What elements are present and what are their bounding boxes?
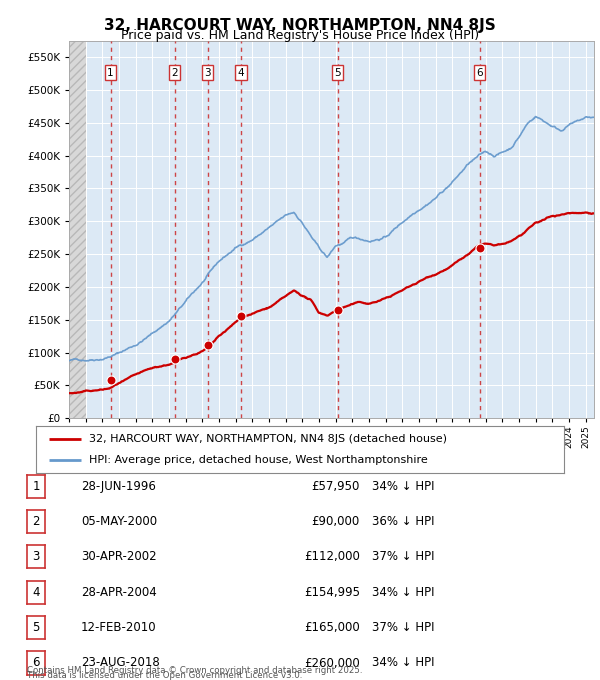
Text: 28-APR-2004: 28-APR-2004: [81, 585, 157, 599]
Text: 5: 5: [334, 67, 341, 78]
Text: 37% ↓ HPI: 37% ↓ HPI: [372, 621, 434, 634]
Text: 5: 5: [32, 621, 40, 634]
Text: £260,000: £260,000: [304, 656, 360, 670]
Text: 34% ↓ HPI: 34% ↓ HPI: [372, 479, 434, 493]
Text: 4: 4: [32, 585, 40, 599]
Text: £165,000: £165,000: [304, 621, 360, 634]
Text: This data is licensed under the Open Government Licence v3.0.: This data is licensed under the Open Gov…: [27, 671, 302, 680]
Text: 05-MAY-2000: 05-MAY-2000: [81, 515, 157, 528]
Text: £154,995: £154,995: [304, 585, 360, 599]
Text: 30-APR-2002: 30-APR-2002: [81, 550, 157, 564]
Text: 28-JUN-1996: 28-JUN-1996: [81, 479, 156, 493]
Text: 3: 3: [32, 550, 40, 564]
Text: 37% ↓ HPI: 37% ↓ HPI: [372, 550, 434, 564]
Bar: [69, 41, 86, 418]
Text: HPI: Average price, detached house, West Northamptonshire: HPI: Average price, detached house, West…: [89, 455, 428, 465]
Text: £57,950: £57,950: [311, 479, 360, 493]
Text: 12-FEB-2010: 12-FEB-2010: [81, 621, 157, 634]
Text: Contains HM Land Registry data © Crown copyright and database right 2025.: Contains HM Land Registry data © Crown c…: [27, 666, 362, 675]
Text: 1: 1: [107, 67, 114, 78]
Text: 34% ↓ HPI: 34% ↓ HPI: [372, 585, 434, 599]
Text: 4: 4: [238, 67, 244, 78]
Text: 2: 2: [172, 67, 178, 78]
Text: £90,000: £90,000: [312, 515, 360, 528]
Text: 32, HARCOURT WAY, NORTHAMPTON, NN4 8JS: 32, HARCOURT WAY, NORTHAMPTON, NN4 8JS: [104, 18, 496, 33]
Text: 36% ↓ HPI: 36% ↓ HPI: [372, 515, 434, 528]
Text: £112,000: £112,000: [304, 550, 360, 564]
Text: 2: 2: [32, 515, 40, 528]
Text: 23-AUG-2018: 23-AUG-2018: [81, 656, 160, 670]
Text: Price paid vs. HM Land Registry's House Price Index (HPI): Price paid vs. HM Land Registry's House …: [121, 29, 479, 42]
Text: 1: 1: [32, 479, 40, 493]
Text: 3: 3: [205, 67, 211, 78]
Text: 6: 6: [476, 67, 483, 78]
Text: 6: 6: [32, 656, 40, 670]
Text: 34% ↓ HPI: 34% ↓ HPI: [372, 656, 434, 670]
Text: 32, HARCOURT WAY, NORTHAMPTON, NN4 8JS (detached house): 32, HARCOURT WAY, NORTHAMPTON, NN4 8JS (…: [89, 434, 447, 444]
